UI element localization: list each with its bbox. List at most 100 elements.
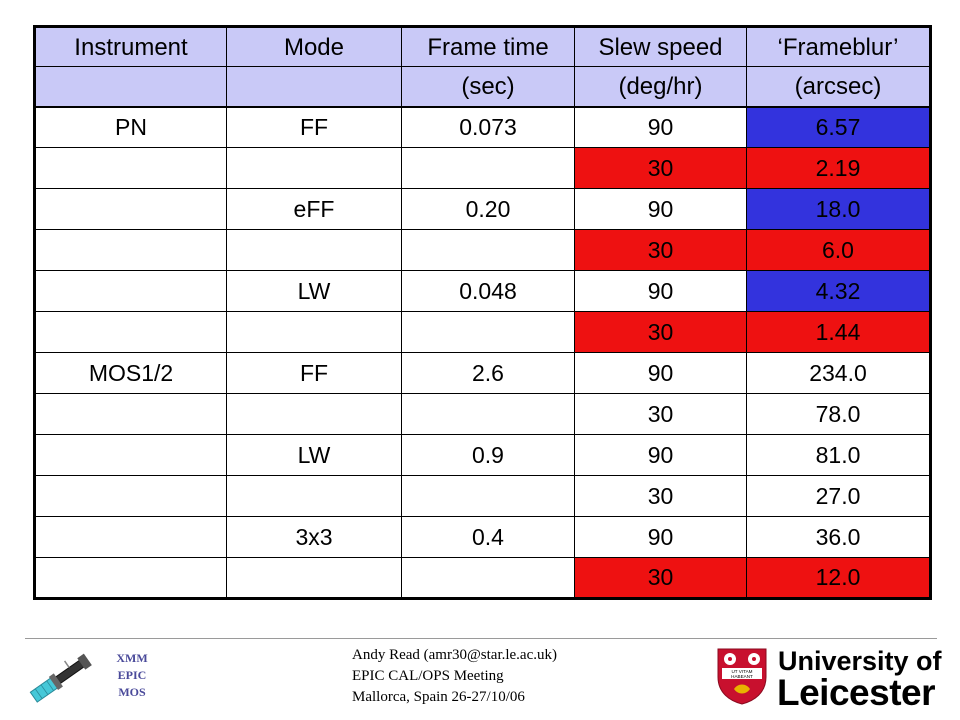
cell-frame-time bbox=[401, 393, 575, 435]
cell-instrument bbox=[34, 475, 227, 517]
frameblur-table: Instrument Mode Frame time Slew speed ‘F… bbox=[33, 25, 932, 600]
table-row: 30 1.44 bbox=[34, 311, 931, 353]
cell-mode: 3x3 bbox=[226, 516, 402, 558]
header-cell-slew-speed: Slew speed bbox=[574, 26, 747, 67]
footer-author-line: Andy Read (amr30@star.le.ac.uk) bbox=[352, 647, 557, 663]
cell-slew-speed: 30 bbox=[574, 229, 747, 271]
cell-slew-speed: 30 bbox=[574, 475, 747, 517]
table-body: PN FF 0.073 90 6.57 30 2.19 eFF 0.20 90 18.0 30 6.0 L… bbox=[34, 106, 931, 599]
cell-slew-speed: 90 bbox=[574, 106, 747, 148]
header-unit-frame-time: (sec) bbox=[401, 66, 575, 108]
cell-slew-speed: 90 bbox=[574, 434, 747, 476]
header-unit-instrument bbox=[34, 66, 227, 108]
xmm-logo-text: XMM EPIC MOS bbox=[112, 650, 152, 701]
cell-mode bbox=[226, 229, 402, 271]
table-row: MOS1/2 FF 2.6 90 234.0 bbox=[34, 352, 931, 394]
satellite-icon bbox=[29, 653, 92, 703]
university-crest-icon: UT VITAM HABEANT bbox=[717, 648, 767, 705]
cell-instrument bbox=[34, 311, 227, 353]
cell-mode bbox=[226, 147, 402, 189]
cell-slew-speed: 90 bbox=[574, 516, 747, 558]
header-row-titles: Instrument Mode Frame time Slew speed ‘F… bbox=[34, 26, 931, 67]
cell-instrument bbox=[34, 557, 227, 599]
table-row: 3x3 0.4 90 36.0 bbox=[34, 516, 931, 558]
crest-motto: HABEANT bbox=[731, 674, 753, 679]
table-row: eFF 0.20 90 18.0 bbox=[34, 188, 931, 230]
cell-slew-speed: 30 bbox=[574, 393, 747, 435]
xmm-logo-line: XMM bbox=[116, 651, 148, 665]
header-cell-mode: Mode bbox=[226, 26, 402, 67]
header-unit-slew-speed: (deg/hr) bbox=[574, 66, 747, 108]
cell-frame-time: 0.048 bbox=[401, 270, 575, 312]
cell-frameblur: 1.44 bbox=[746, 311, 931, 353]
table-row: 30 27.0 bbox=[34, 475, 931, 517]
cell-instrument bbox=[34, 147, 227, 189]
header-unit-mode bbox=[226, 66, 402, 108]
footer-meeting-line: EPIC CAL/OPS Meeting bbox=[352, 668, 504, 684]
cell-mode: FF bbox=[226, 352, 402, 394]
cell-instrument bbox=[34, 188, 227, 230]
university-name-line1: University of bbox=[778, 646, 942, 676]
frameblur-table-container: Instrument Mode Frame time Slew speed ‘F… bbox=[33, 25, 932, 600]
cell-mode: FF bbox=[226, 106, 402, 148]
cell-frame-time: 2.6 bbox=[401, 352, 575, 394]
table-row: PN FF 0.073 90 6.57 bbox=[34, 106, 931, 148]
table-row: 30 78.0 bbox=[34, 393, 931, 435]
cell-instrument bbox=[34, 229, 227, 271]
cell-frame-time bbox=[401, 557, 575, 599]
cell-slew-speed: 90 bbox=[574, 270, 747, 312]
table-row: 30 6.0 bbox=[34, 229, 931, 271]
table-row: 30 12.0 bbox=[34, 557, 931, 599]
footer-author-info: Andy Read (amr30@star.le.ac.uk) EPIC CAL… bbox=[352, 645, 557, 708]
cell-frameblur: 6.0 bbox=[746, 229, 931, 271]
header-cell-frameblur: ‘Frameblur’ bbox=[746, 26, 931, 67]
cell-frameblur: 6.57 bbox=[746, 106, 931, 148]
cell-frameblur: 81.0 bbox=[746, 434, 931, 476]
cell-slew-speed: 90 bbox=[574, 352, 747, 394]
cell-instrument bbox=[34, 434, 227, 476]
cell-frameblur: 4.32 bbox=[746, 270, 931, 312]
cell-frame-time: 0.9 bbox=[401, 434, 575, 476]
cell-mode bbox=[226, 311, 402, 353]
table-row: LW 0.048 90 4.32 bbox=[34, 270, 931, 312]
cell-frame-time bbox=[401, 475, 575, 517]
header-cell-instrument: Instrument bbox=[34, 26, 227, 67]
xmm-logo-line: EPIC bbox=[117, 668, 147, 682]
xmm-logo-line: MOS bbox=[118, 685, 146, 699]
cell-slew-speed: 30 bbox=[574, 147, 747, 189]
footer-location-line: Mallorca, Spain 26-27/10/06 bbox=[352, 689, 525, 705]
table-row: LW 0.9 90 81.0 bbox=[34, 434, 931, 476]
header-cell-frame-time: Frame time bbox=[401, 26, 575, 67]
university-name-line2: Leicester bbox=[777, 672, 936, 713]
xmm-logo: XMM EPIC MOS bbox=[25, 642, 165, 716]
cell-frameblur: 18.0 bbox=[746, 188, 931, 230]
cell-mode bbox=[226, 557, 402, 599]
cell-mode bbox=[226, 475, 402, 517]
cell-instrument bbox=[34, 516, 227, 558]
cell-instrument: PN bbox=[34, 106, 227, 148]
cell-slew-speed: 30 bbox=[574, 557, 747, 599]
cell-mode: LW bbox=[226, 270, 402, 312]
cell-frameblur: 27.0 bbox=[746, 475, 931, 517]
table-row: 30 2.19 bbox=[34, 147, 931, 189]
cell-instrument bbox=[34, 270, 227, 312]
cell-mode: eFF bbox=[226, 188, 402, 230]
crest-motto: UT VITAM bbox=[731, 669, 752, 674]
cell-frame-time: 0.073 bbox=[401, 106, 575, 148]
cell-frame-time bbox=[401, 147, 575, 189]
cell-frameblur: 12.0 bbox=[746, 557, 931, 599]
university-logo: UT VITAM HABEANT University of Leicester bbox=[716, 645, 942, 715]
cell-frameblur: 234.0 bbox=[746, 352, 931, 394]
cell-frame-time: 0.20 bbox=[401, 188, 575, 230]
cell-frameblur: 36.0 bbox=[746, 516, 931, 558]
header-unit-frameblur: (arcsec) bbox=[746, 66, 931, 108]
cell-slew-speed: 30 bbox=[574, 311, 747, 353]
cell-frameblur: 78.0 bbox=[746, 393, 931, 435]
cell-frame-time: 0.4 bbox=[401, 516, 575, 558]
cell-frameblur: 2.19 bbox=[746, 147, 931, 189]
cell-slew-speed: 90 bbox=[574, 188, 747, 230]
cell-frame-time bbox=[401, 229, 575, 271]
footer-divider bbox=[25, 638, 937, 639]
cell-mode: LW bbox=[226, 434, 402, 476]
cell-frame-time bbox=[401, 311, 575, 353]
